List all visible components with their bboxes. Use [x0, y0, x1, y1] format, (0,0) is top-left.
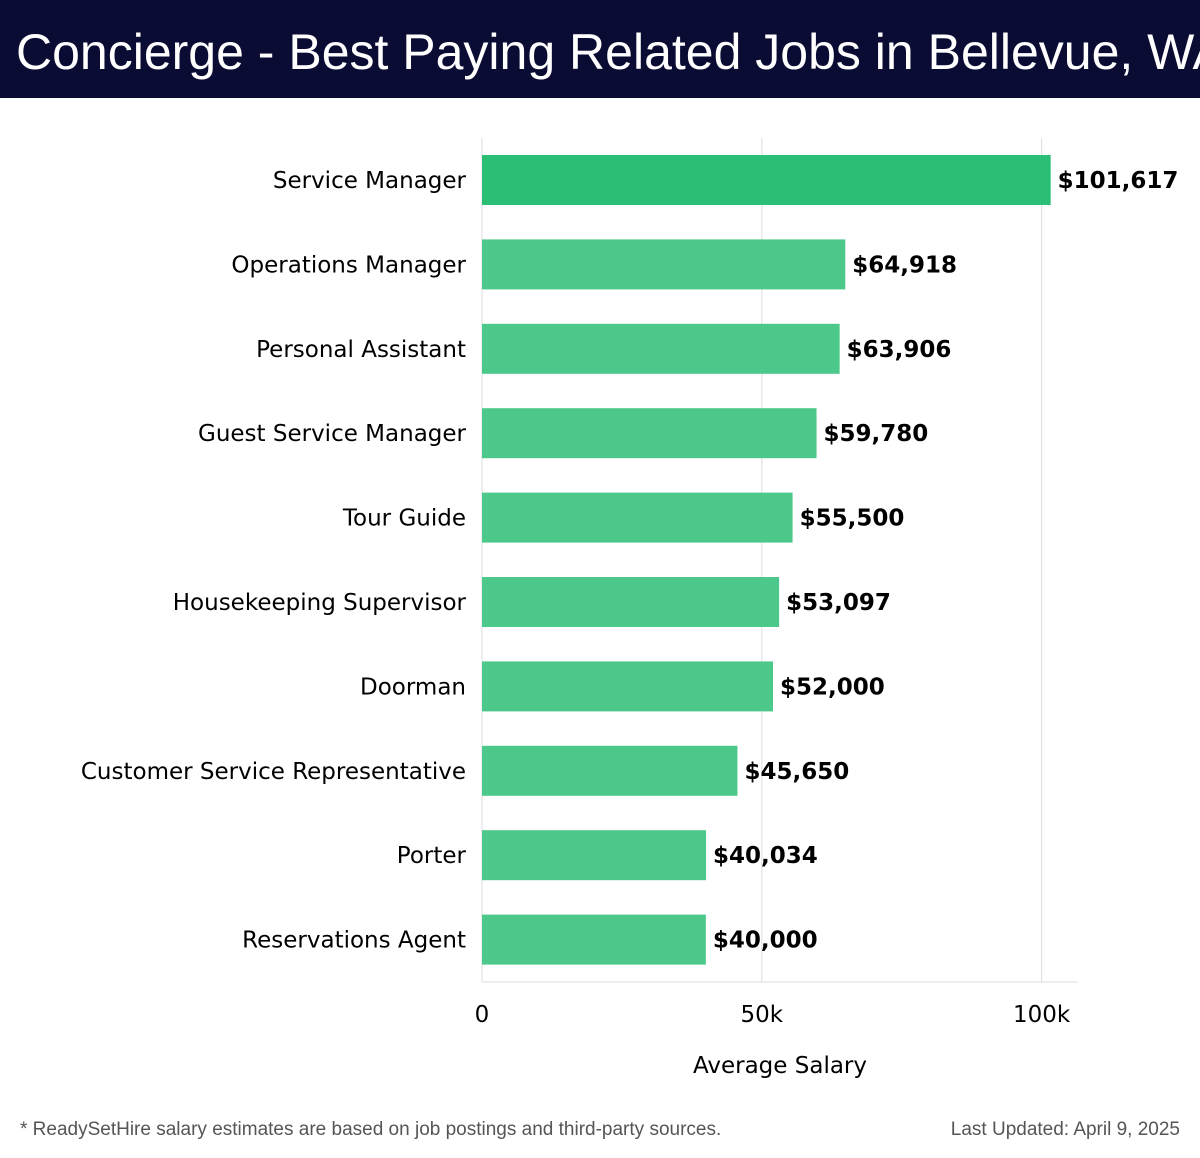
value-label: $52,000	[780, 674, 885, 700]
x-tick-label: 100k	[1013, 1002, 1071, 1028]
value-label: $40,034	[713, 843, 818, 869]
value-label: $53,097	[786, 590, 891, 616]
bar	[482, 323, 840, 374]
value-label: $64,918	[852, 252, 957, 278]
category-label: Housekeeping Supervisor	[173, 590, 467, 616]
x-tick-label: 50k	[741, 1002, 784, 1028]
value-label: $101,617	[1058, 168, 1179, 194]
footnote: * ReadySetHire salary estimates are base…	[20, 1119, 722, 1140]
bar	[482, 155, 1051, 205]
x-tick-label: 0	[475, 1002, 490, 1028]
category-label: Guest Service Manager	[198, 421, 467, 447]
category-label: Service Manager	[273, 168, 467, 194]
bar	[482, 492, 793, 543]
bar	[482, 239, 846, 290]
value-label: $59,780	[824, 421, 929, 447]
bar	[482, 577, 780, 627]
category-label: Porter	[397, 843, 467, 869]
category-label: Personal Assistant	[256, 337, 466, 363]
bar	[482, 408, 817, 459]
category-label: Operations Manager	[231, 252, 466, 278]
value-label: $55,500	[800, 506, 905, 532]
last-updated: Last Updated: April 9, 2025	[950, 1119, 1180, 1140]
category-label: Doorman	[360, 674, 466, 700]
value-label: $40,000	[713, 928, 818, 954]
bar	[482, 661, 774, 712]
bar	[482, 914, 706, 965]
chart-title: Concierge - Best Paying Related Jobs in …	[16, 24, 1200, 80]
category-label: Tour Guide	[342, 506, 466, 532]
bar-chart: Service Manager $101,617 Operations Manage…	[81, 138, 1179, 1079]
x-axis-label: Average Salary	[693, 1053, 867, 1079]
bar	[482, 830, 707, 881]
category-label: Customer Service Representative	[81, 759, 466, 785]
value-label: $63,906	[847, 337, 952, 363]
value-label: $45,650	[744, 759, 849, 785]
bar	[482, 745, 738, 796]
title-bar: Concierge - Best Paying Related Jobs in …	[0, 0, 1200, 98]
category-label: Reservations Agent	[242, 928, 466, 954]
